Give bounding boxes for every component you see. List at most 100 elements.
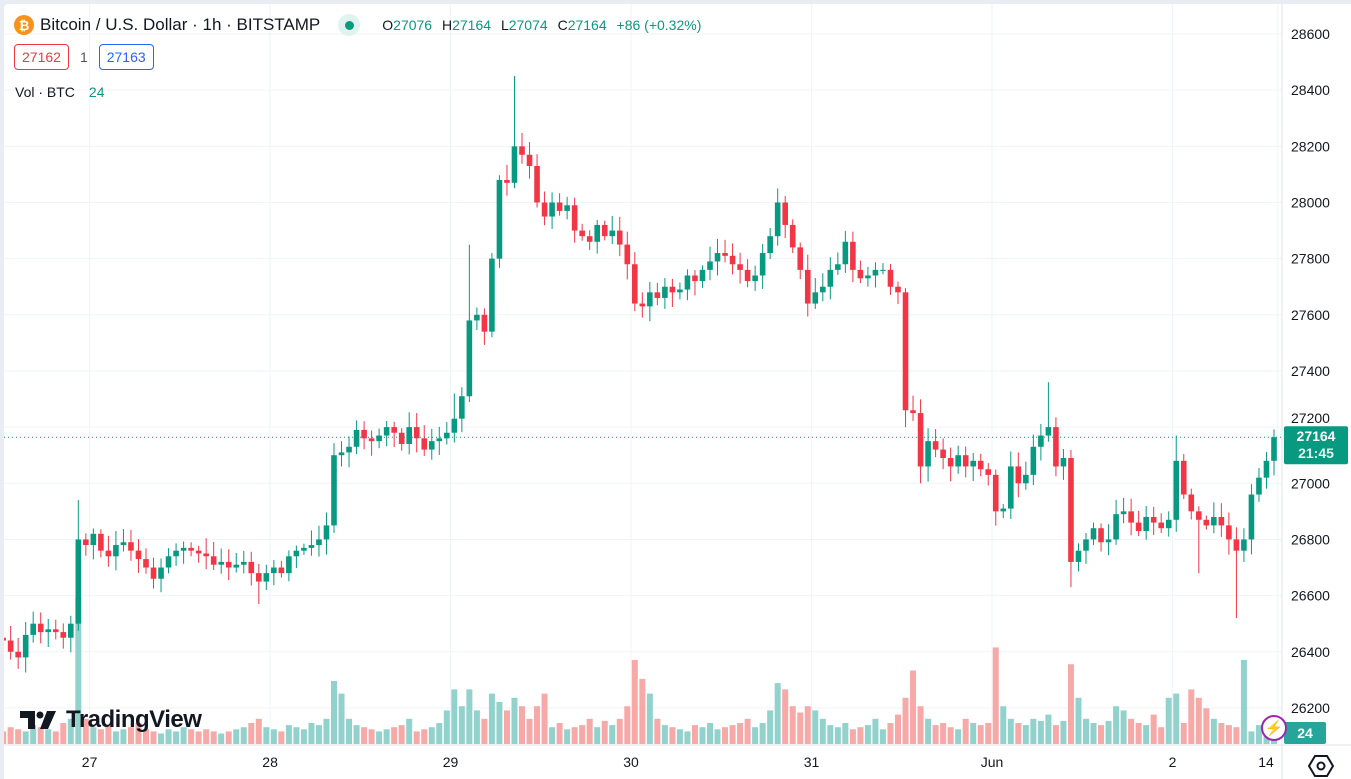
candle-body	[579, 230, 585, 237]
candlestick-chart[interactable]: 26200 26400 26600 26800 27000 27200 27400 27600…	[4, 4, 1351, 779]
candle-body	[1263, 460, 1270, 478]
volume-bar	[857, 727, 864, 744]
candle-body	[1165, 519, 1172, 529]
volume-bar	[383, 729, 390, 744]
volume-bar	[503, 710, 510, 744]
candle-body	[737, 264, 743, 270]
volume-bar	[376, 731, 383, 744]
volume-bar	[1083, 718, 1089, 744]
volume-bar	[293, 727, 300, 744]
volume-bar	[571, 727, 578, 744]
volume-bar	[564, 729, 571, 744]
volume-bar	[789, 706, 796, 744]
volume-bar	[684, 731, 691, 744]
candle-body	[812, 292, 819, 304]
volume-bar	[549, 727, 556, 744]
volume-bar	[75, 597, 82, 744]
candle-body	[744, 269, 751, 282]
volume-bar	[1045, 714, 1052, 744]
candle-body	[15, 651, 21, 658]
sell-button[interactable]: 27162	[14, 44, 69, 70]
candle-body	[1068, 458, 1074, 562]
volume-bar	[767, 710, 774, 744]
candle-body	[376, 435, 382, 442]
candle-body	[7, 640, 14, 652]
chart-frame: 26200 26400 26600 26800 27000 27200 27400 27600…	[4, 4, 1351, 779]
volume-value: 24	[88, 84, 105, 100]
candle-body	[1023, 474, 1029, 484]
candle-body	[1233, 539, 1240, 551]
price-tick-label: 26400	[1291, 644, 1330, 660]
volume-bar	[895, 714, 901, 744]
volume-bar	[443, 710, 450, 744]
candle-body	[511, 146, 518, 183]
buy-button[interactable]: 27163	[98, 44, 154, 70]
candle-body	[83, 539, 89, 546]
tradingview-logo[interactable]: TradingView	[20, 706, 202, 734]
candle-body	[677, 289, 683, 293]
volume-bar	[451, 689, 458, 744]
candle-body	[925, 441, 931, 467]
volume-bar	[346, 718, 353, 744]
candle-body	[135, 550, 142, 560]
volume-bar	[1173, 693, 1180, 744]
candle-body	[1150, 516, 1157, 523]
candle-body	[331, 455, 337, 526]
candle-body	[797, 247, 804, 270]
candle-body	[594, 224, 600, 242]
candle-body	[1090, 528, 1097, 540]
volume-bar	[864, 725, 871, 744]
candle-body	[722, 253, 728, 256]
volume-bar	[300, 729, 307, 744]
lightning-icon[interactable]: ⚡	[1261, 715, 1287, 741]
candle-body	[233, 564, 240, 568]
candle-body	[180, 547, 187, 551]
volume-bar	[398, 725, 405, 744]
price-tick-label: 27200	[1291, 410, 1330, 426]
volume-bar	[60, 723, 67, 744]
volume-bar	[526, 718, 533, 744]
price-tick-label: 26600	[1291, 588, 1330, 604]
settings-icon[interactable]	[1308, 754, 1334, 778]
open-value: 27076	[393, 17, 433, 33]
time-tick-label: Jun	[981, 754, 1004, 770]
volume-bar	[218, 733, 225, 744]
candle-body	[263, 573, 270, 582]
candle-body	[496, 180, 503, 259]
volume-bar	[1067, 664, 1074, 744]
price-tick-label: 28400	[1291, 82, 1330, 98]
candle-body	[609, 230, 616, 237]
time-tick-label: 30	[623, 754, 639, 770]
volume-bar	[338, 693, 345, 744]
volume-bar	[1180, 723, 1187, 744]
volume-bar	[1188, 689, 1195, 744]
volume-bar	[601, 720, 608, 744]
volume-bar	[985, 723, 992, 744]
volume-bar	[827, 725, 834, 744]
volume-bar	[1120, 710, 1127, 744]
candle-body	[616, 230, 623, 245]
volume-legend[interactable]: Vol · BTC 24	[15, 84, 104, 100]
candle-body	[962, 455, 969, 467]
candle-body	[519, 146, 525, 155]
volume-bar	[135, 723, 142, 744]
candle-body	[647, 292, 653, 307]
volume-bar	[661, 725, 668, 744]
symbol-title[interactable]: Bitcoin / U.S. Dollar · 1h · BITSTAMP	[40, 15, 321, 34]
market-status-icon[interactable]	[338, 14, 361, 36]
volume-bar	[722, 727, 729, 744]
volume-bar	[579, 725, 586, 744]
candle-body	[188, 547, 194, 551]
candle-body	[752, 275, 758, 282]
volume-bar	[488, 693, 495, 744]
volume-bar	[917, 706, 924, 744]
volume-bar	[1128, 718, 1135, 744]
price-tick-label: 28600	[1291, 26, 1330, 42]
volume-bar	[970, 723, 977, 744]
volume-bar	[97, 729, 104, 744]
volume-bar	[774, 683, 781, 744]
volume-bar	[631, 660, 638, 744]
candle-body	[835, 264, 841, 270]
candle-body	[436, 438, 443, 442]
volume-bar	[639, 678, 646, 744]
